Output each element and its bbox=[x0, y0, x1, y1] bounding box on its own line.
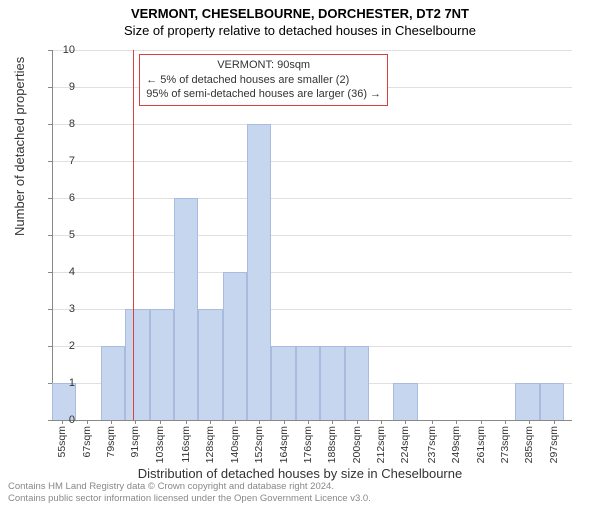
ytick-label: 7 bbox=[69, 155, 75, 167]
ytick-label: 4 bbox=[69, 266, 75, 278]
xtick-label: 140sqm bbox=[229, 426, 241, 463]
grid-line bbox=[52, 272, 572, 273]
ytick-label: 9 bbox=[69, 81, 75, 93]
xtick-mark bbox=[210, 420, 211, 424]
xtick-mark bbox=[332, 420, 333, 424]
xtick-mark bbox=[284, 420, 285, 424]
ytick-label: 10 bbox=[63, 44, 75, 56]
ytick-label: 0 bbox=[69, 414, 75, 426]
histogram-bar bbox=[515, 383, 539, 420]
xtick-label: 128sqm bbox=[204, 426, 216, 463]
footer-attribution: Contains HM Land Registry data © Crown c… bbox=[8, 481, 371, 504]
xtick-label: 152sqm bbox=[253, 426, 265, 463]
xtick-mark bbox=[456, 420, 457, 424]
xtick-label: 103sqm bbox=[154, 426, 166, 463]
xtick-mark bbox=[432, 420, 433, 424]
xtick-label: 116sqm bbox=[180, 426, 192, 463]
grid-line bbox=[52, 161, 572, 162]
xtick-mark bbox=[481, 420, 482, 424]
histogram-bar bbox=[320, 346, 344, 420]
xtick-mark bbox=[381, 420, 382, 424]
plot-surface: 55sqm67sqm79sqm91sqm103sqm116sqm128sqm14… bbox=[52, 50, 572, 420]
xtick-mark bbox=[186, 420, 187, 424]
histogram-bar bbox=[345, 346, 369, 420]
xtick-mark bbox=[235, 420, 236, 424]
xtick-label: 212sqm bbox=[375, 426, 387, 463]
chart-title-line1: VERMONT, CHESELBOURNE, DORCHESTER, DT2 7… bbox=[0, 6, 600, 21]
xtick-mark bbox=[357, 420, 358, 424]
grid-line bbox=[52, 50, 572, 51]
ytick-label: 8 bbox=[69, 118, 75, 130]
ytick-label: 5 bbox=[69, 229, 75, 241]
xtick-mark bbox=[405, 420, 406, 424]
histogram-bar bbox=[198, 309, 222, 420]
x-axis-label: Distribution of detached houses by size … bbox=[0, 466, 600, 481]
histogram-bar bbox=[150, 309, 174, 420]
chart-plot-area: 55sqm67sqm79sqm91sqm103sqm116sqm128sqm14… bbox=[52, 50, 572, 420]
histogram-bar bbox=[101, 346, 125, 420]
callout-box: VERMONT: 90sqm← 5% of detached houses ar… bbox=[139, 54, 388, 107]
callout-line3: 95% of semi-detached houses are larger (… bbox=[146, 87, 381, 102]
xtick-mark bbox=[554, 420, 555, 424]
xtick-mark bbox=[160, 420, 161, 424]
y-axis-label: Number of detached properties bbox=[12, 57, 27, 236]
xtick-mark bbox=[308, 420, 309, 424]
xtick-label: 224sqm bbox=[399, 426, 411, 463]
xtick-mark bbox=[111, 420, 112, 424]
xtick-mark bbox=[529, 420, 530, 424]
footer-line1: Contains HM Land Registry data © Crown c… bbox=[8, 481, 371, 492]
xtick-label: 55sqm bbox=[56, 426, 68, 458]
xtick-label: 261sqm bbox=[475, 426, 487, 463]
y-axis-line bbox=[52, 50, 53, 420]
chart-title-line2: Size of property relative to detached ho… bbox=[0, 23, 600, 38]
histogram-bar bbox=[174, 198, 198, 420]
histogram-bar bbox=[296, 346, 320, 420]
grid-line bbox=[52, 198, 572, 199]
histogram-bar bbox=[393, 383, 417, 420]
xtick-label: 249sqm bbox=[450, 426, 462, 463]
callout-line1: VERMONT: 90sqm bbox=[146, 58, 381, 73]
ytick-label: 1 bbox=[69, 377, 75, 389]
xtick-label: 176sqm bbox=[302, 426, 314, 463]
xtick-mark bbox=[62, 420, 63, 424]
histogram-bar bbox=[271, 346, 295, 420]
xtick-label: 297sqm bbox=[548, 426, 560, 463]
footer-line2: Contains public sector information licen… bbox=[8, 493, 371, 504]
ytick-label: 6 bbox=[69, 192, 75, 204]
xtick-label: 285sqm bbox=[523, 426, 535, 463]
xtick-mark bbox=[505, 420, 506, 424]
ytick-label: 3 bbox=[69, 303, 75, 315]
histogram-bar bbox=[540, 383, 564, 420]
callout-line2: ← 5% of detached houses are smaller (2) bbox=[146, 73, 381, 88]
ytick-label: 2 bbox=[69, 340, 75, 352]
grid-line bbox=[52, 235, 572, 236]
xtick-label: 200sqm bbox=[351, 426, 363, 463]
xtick-label: 91sqm bbox=[129, 426, 141, 458]
x-axis-line bbox=[52, 420, 572, 421]
xtick-label: 67sqm bbox=[81, 426, 93, 458]
grid-line bbox=[52, 124, 572, 125]
xtick-label: 273sqm bbox=[499, 426, 511, 463]
xtick-label: 164sqm bbox=[278, 426, 290, 463]
xtick-label: 188sqm bbox=[326, 426, 338, 463]
xtick-label: 79sqm bbox=[105, 426, 117, 458]
histogram-bar bbox=[125, 309, 149, 420]
xtick-mark bbox=[259, 420, 260, 424]
histogram-bar bbox=[223, 272, 247, 420]
xtick-mark bbox=[87, 420, 88, 424]
histogram-bar bbox=[247, 124, 271, 420]
marker-line bbox=[133, 50, 134, 420]
xtick-mark bbox=[135, 420, 136, 424]
xtick-label: 237sqm bbox=[426, 426, 438, 463]
